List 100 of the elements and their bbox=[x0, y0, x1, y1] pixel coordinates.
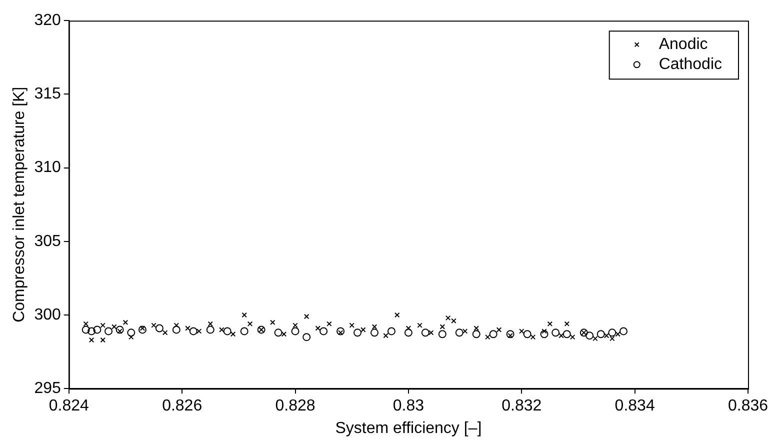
point bbox=[394, 312, 400, 318]
point bbox=[304, 314, 310, 320]
y-tick-label: 315 bbox=[34, 86, 61, 103]
point bbox=[315, 326, 321, 331]
point bbox=[547, 321, 553, 326]
x-tick-label: 0.826 bbox=[162, 398, 202, 415]
point bbox=[370, 328, 378, 337]
point bbox=[438, 330, 446, 338]
y-tick-label: 295 bbox=[34, 380, 61, 398]
point bbox=[592, 336, 598, 342]
point bbox=[336, 327, 345, 336]
point bbox=[354, 328, 362, 337]
x-tick-label: 0.828 bbox=[275, 398, 316, 415]
y-tick-label: 300 bbox=[34, 306, 61, 324]
point bbox=[604, 332, 610, 338]
point bbox=[127, 328, 136, 337]
point bbox=[162, 330, 168, 336]
point bbox=[230, 332, 236, 337]
point bbox=[155, 324, 164, 332]
point bbox=[117, 328, 122, 334]
point bbox=[172, 326, 180, 334]
point bbox=[320, 327, 328, 336]
point bbox=[112, 324, 117, 330]
point bbox=[274, 328, 282, 337]
point bbox=[558, 332, 564, 338]
point bbox=[128, 334, 134, 340]
point bbox=[326, 321, 332, 326]
y-tick-label: 310 bbox=[34, 159, 61, 176]
point bbox=[338, 330, 344, 336]
point bbox=[104, 327, 113, 336]
x-tick-label: 0.824 bbox=[48, 398, 90, 415]
point bbox=[519, 328, 524, 334]
point bbox=[291, 327, 300, 336]
point bbox=[88, 337, 94, 343]
point bbox=[404, 328, 412, 337]
point bbox=[242, 312, 247, 318]
point bbox=[372, 324, 378, 330]
point bbox=[93, 326, 102, 334]
point bbox=[189, 327, 198, 336]
point bbox=[455, 328, 464, 337]
point bbox=[586, 332, 594, 340]
point bbox=[552, 328, 560, 337]
point bbox=[472, 330, 480, 338]
point bbox=[615, 332, 620, 337]
point bbox=[223, 327, 232, 336]
point bbox=[445, 315, 451, 321]
point bbox=[140, 326, 146, 331]
y-tick-label: 305 bbox=[34, 232, 61, 250]
point bbox=[206, 326, 214, 334]
point bbox=[240, 327, 248, 336]
point bbox=[174, 322, 180, 328]
point bbox=[489, 330, 498, 338]
point bbox=[122, 320, 128, 325]
point bbox=[270, 320, 276, 325]
y-tick-label: 320 bbox=[34, 12, 61, 30]
point bbox=[530, 334, 536, 340]
legend-label: Cathodic bbox=[658, 56, 722, 74]
point bbox=[116, 326, 124, 334]
point bbox=[387, 327, 396, 336]
point bbox=[440, 324, 446, 330]
x-tick-label: 0.832 bbox=[502, 398, 542, 415]
y-axis-title: Compressor inlet temperature [K] bbox=[11, 86, 28, 322]
point bbox=[383, 332, 388, 338]
point bbox=[496, 327, 502, 332]
point bbox=[88, 327, 96, 336]
point bbox=[349, 322, 354, 328]
point bbox=[185, 326, 190, 331]
point bbox=[570, 334, 576, 340]
point bbox=[506, 330, 514, 338]
point bbox=[247, 321, 253, 326]
point bbox=[100, 322, 106, 328]
point bbox=[596, 330, 605, 338]
point bbox=[562, 330, 571, 338]
point bbox=[406, 326, 412, 331]
point bbox=[542, 328, 547, 334]
point bbox=[564, 321, 570, 326]
point bbox=[619, 327, 628, 336]
point bbox=[508, 332, 513, 338]
point bbox=[608, 328, 616, 337]
point bbox=[302, 333, 311, 342]
point bbox=[100, 337, 106, 343]
point bbox=[428, 330, 434, 336]
point bbox=[208, 321, 213, 326]
point bbox=[610, 336, 615, 342]
point bbox=[196, 328, 202, 334]
x-tick-label: 0.834 bbox=[614, 398, 655, 415]
point bbox=[417, 322, 422, 328]
point bbox=[219, 327, 224, 332]
point bbox=[360, 327, 366, 332]
point bbox=[138, 326, 146, 334]
point bbox=[451, 318, 456, 324]
point bbox=[151, 322, 156, 328]
x-tick-label: 0.836 bbox=[728, 398, 768, 415]
point bbox=[292, 322, 298, 328]
point bbox=[82, 326, 90, 334]
x-tick-label: 0.83 bbox=[392, 398, 424, 415]
point bbox=[523, 330, 532, 338]
point bbox=[474, 326, 479, 331]
point bbox=[281, 332, 287, 337]
point bbox=[485, 334, 490, 340]
